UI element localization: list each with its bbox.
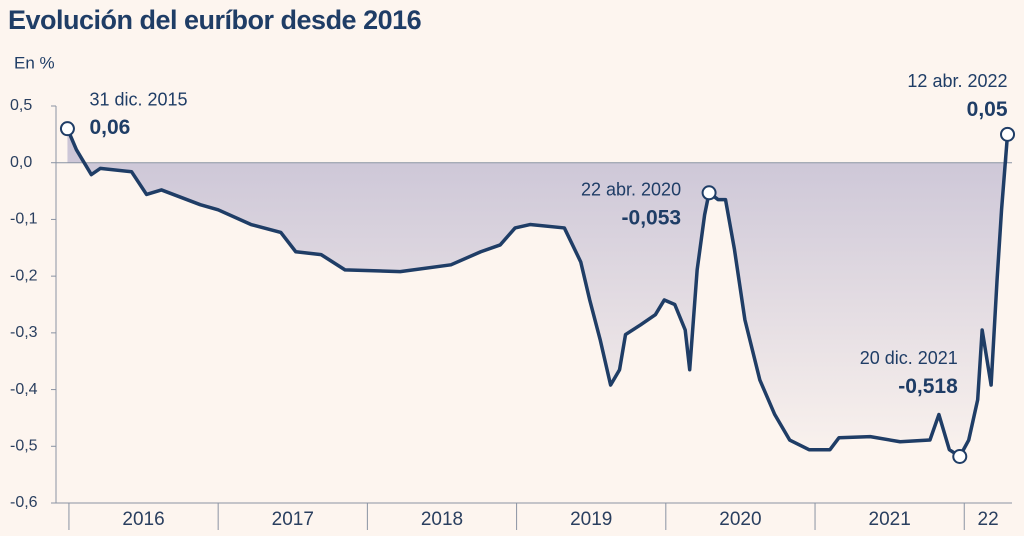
y-tick-label: -0,3 [10, 324, 38, 341]
y-tick-label: 0,5 [10, 97, 32, 114]
annotation-marker [1000, 126, 1016, 142]
annotation-label: 22 abr. 2020 [581, 180, 681, 200]
y-tick-label: -0,1 [10, 211, 38, 228]
line [65, 127, 1010, 459]
annotation-value: -0,053 [622, 206, 682, 229]
annotation-label: 20 dic. 2021 [860, 348, 958, 368]
x-tick-label: 2018 [421, 509, 463, 530]
annotation-label: 12 abr. 2022 [907, 71, 1007, 91]
annotation-marker [701, 185, 717, 201]
annotation-value: 0,05 [967, 98, 1008, 121]
y-tick-label: -0,5 [10, 438, 38, 455]
x-tick-label: 2020 [719, 509, 761, 530]
chart-title: Evolución del euríbor desde 2016 [8, 5, 422, 35]
annotation-value: 0,06 [89, 116, 130, 139]
x-tick-label: 22 [978, 509, 999, 530]
annotation-label: 31 dic. 2015 [89, 89, 187, 109]
x-tick-label: 2017 [272, 509, 314, 530]
x-tick-label: 2016 [122, 509, 164, 530]
x-tick-label: 2019 [570, 509, 612, 530]
annotation-value: -0,518 [898, 375, 958, 398]
area-fill [67, 128, 1008, 457]
y-tick-label: -0,6 [10, 494, 38, 511]
y-tick-label: -0,2 [10, 267, 38, 284]
x-tick-label: 2021 [869, 509, 911, 530]
subtitle: En % [14, 53, 55, 72]
annotation-marker [952, 448, 968, 464]
annotation-marker [59, 121, 75, 137]
y-tick-label: 0,0 [10, 154, 32, 171]
y-tick-label: -0,4 [10, 381, 38, 398]
